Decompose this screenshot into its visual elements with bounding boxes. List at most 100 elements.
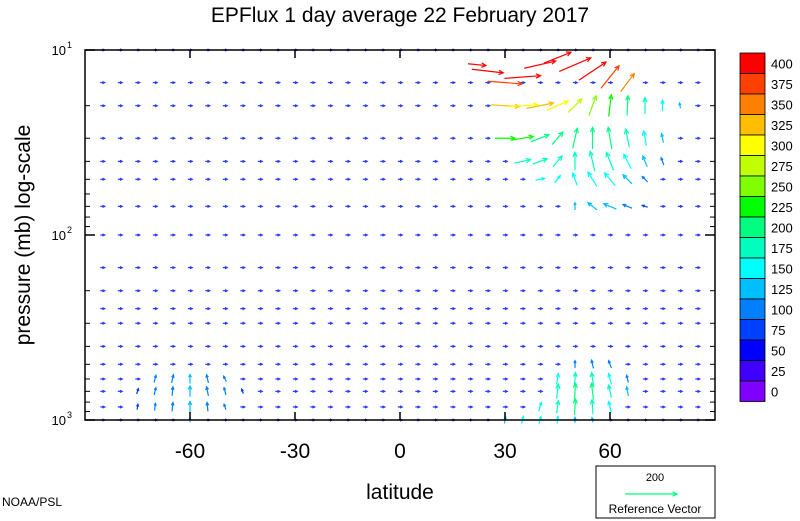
small-vector bbox=[362, 265, 369, 270]
small-vector bbox=[467, 80, 474, 85]
small-vector bbox=[537, 204, 544, 208]
small-vector bbox=[537, 362, 544, 366]
small-vector bbox=[677, 80, 684, 85]
small-vector bbox=[555, 321, 562, 325]
small-vector bbox=[240, 80, 247, 85]
small-vector bbox=[642, 233, 649, 237]
colorbar-swatch bbox=[739, 73, 766, 95]
small-vector bbox=[310, 159, 317, 164]
small-vector bbox=[310, 321, 317, 325]
small-vector bbox=[275, 136, 282, 140]
small-vector bbox=[502, 177, 509, 181]
small-vector bbox=[642, 265, 649, 270]
small-vector bbox=[152, 265, 159, 270]
small-vector bbox=[100, 136, 107, 140]
small-vector bbox=[362, 80, 369, 85]
small-vector bbox=[117, 306, 124, 311]
small-vector bbox=[275, 362, 282, 366]
small-vector bbox=[117, 233, 124, 237]
small-vector bbox=[555, 362, 562, 366]
small-vector bbox=[257, 159, 264, 164]
small-vector bbox=[362, 159, 369, 164]
small-vector bbox=[450, 104, 457, 108]
small-vector bbox=[362, 362, 369, 366]
small-vector bbox=[695, 344, 702, 349]
flux-vector bbox=[641, 154, 648, 168]
flux-vector bbox=[620, 72, 636, 92]
small-vector bbox=[240, 306, 247, 311]
colorbar-swatch bbox=[739, 93, 766, 115]
small-vector bbox=[590, 289, 597, 293]
colorbar-swatch bbox=[739, 52, 766, 74]
small-vector bbox=[310, 80, 317, 85]
small-vector bbox=[292, 159, 299, 164]
small-vector bbox=[100, 265, 107, 270]
small-vector bbox=[450, 265, 457, 270]
small-vector bbox=[625, 405, 632, 409]
small-vector bbox=[222, 306, 229, 311]
y-tick-exponent: 2 bbox=[67, 225, 72, 235]
flux-vector bbox=[514, 157, 532, 164]
colorbar-label: 225 bbox=[771, 200, 793, 215]
small-vector bbox=[135, 80, 142, 85]
colorbar-swatch bbox=[739, 319, 766, 341]
small-vector bbox=[275, 377, 282, 381]
small-vector bbox=[187, 289, 194, 293]
flux-vector bbox=[136, 387, 140, 395]
flux-vector bbox=[153, 386, 158, 396]
small-vector bbox=[152, 233, 159, 237]
small-vector bbox=[642, 389, 649, 393]
small-vector bbox=[415, 377, 422, 381]
small-vector bbox=[502, 321, 509, 325]
colorbar-label: 0 bbox=[771, 384, 778, 399]
flux-vector bbox=[551, 130, 564, 145]
flux-vector bbox=[526, 101, 555, 109]
small-vector bbox=[362, 104, 369, 108]
flux-vector bbox=[607, 400, 612, 413]
small-vector bbox=[292, 344, 299, 349]
colorbar-swatch bbox=[739, 380, 766, 402]
small-vector bbox=[327, 104, 334, 108]
flux-vector bbox=[572, 371, 578, 386]
small-vector bbox=[432, 306, 439, 311]
small-vector bbox=[502, 233, 509, 237]
flux-vector bbox=[606, 126, 613, 150]
small-vector bbox=[677, 289, 684, 293]
small-vector bbox=[275, 344, 282, 349]
small-vector bbox=[467, 233, 474, 237]
small-vector bbox=[695, 177, 702, 181]
small-vector bbox=[187, 104, 194, 108]
small-vector bbox=[152, 80, 159, 85]
small-vector bbox=[660, 204, 667, 208]
small-vector bbox=[397, 405, 404, 409]
small-vector bbox=[415, 104, 422, 108]
small-vector bbox=[152, 204, 159, 208]
flux-vector bbox=[487, 80, 524, 87]
flux-vector bbox=[530, 133, 551, 143]
flux-vector bbox=[153, 401, 157, 411]
small-vector bbox=[520, 389, 527, 393]
small-vector bbox=[170, 321, 177, 325]
flux-vector bbox=[538, 401, 543, 412]
small-vector bbox=[642, 80, 649, 85]
small-vector bbox=[327, 377, 334, 381]
flux-vector bbox=[623, 127, 630, 148]
small-vector bbox=[572, 321, 579, 325]
small-vector bbox=[275, 265, 282, 270]
small-vector bbox=[520, 377, 527, 381]
flux-vector bbox=[589, 398, 596, 415]
flux-vector bbox=[622, 173, 633, 185]
small-vector bbox=[100, 289, 107, 293]
small-vector bbox=[292, 362, 299, 366]
reference-vector-label: Reference Vector bbox=[609, 502, 702, 516]
small-vector bbox=[380, 177, 387, 181]
small-vector bbox=[485, 136, 492, 140]
small-vector bbox=[152, 136, 159, 140]
small-vector bbox=[695, 233, 702, 237]
small-vector bbox=[380, 289, 387, 293]
small-vector bbox=[572, 344, 579, 349]
small-vector bbox=[117, 344, 124, 349]
colorbar-label: 300 bbox=[771, 138, 793, 153]
small-vector bbox=[222, 321, 229, 325]
colorbar: 4003753503253002752502252001751501251007… bbox=[739, 52, 793, 402]
